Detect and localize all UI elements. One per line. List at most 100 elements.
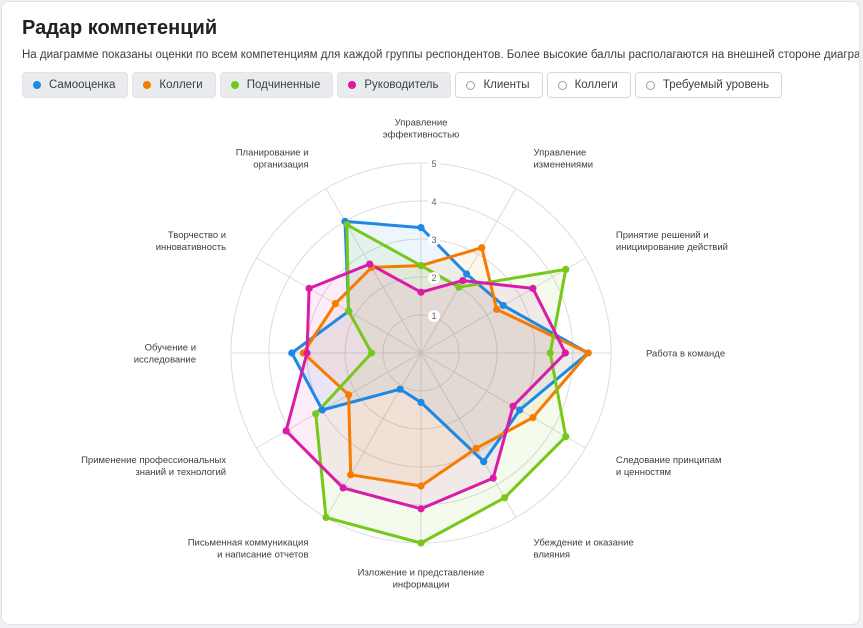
legend-label: Коллеги <box>159 79 203 91</box>
axis-label: Применение профессиональных знаний и техн… <box>81 455 226 478</box>
axis-label: Убеждение и оказание влияния <box>534 538 634 561</box>
legend-item-subordinates[interactable]: Подчиненные <box>219 72 334 98</box>
data-point <box>331 300 339 308</box>
axis-label: Принятие решений и инициирование действий <box>616 230 728 253</box>
data-point <box>347 471 355 479</box>
empty-circle-icon <box>645 80 655 90</box>
legend: Самооценка Коллеги Подчиненные Руководит… <box>22 72 783 98</box>
data-point <box>396 385 404 393</box>
data-point <box>312 410 320 418</box>
data-point <box>303 349 311 357</box>
legend-label: Клиенты <box>483 79 530 91</box>
data-point <box>318 406 326 414</box>
radar-axis-labels: Управление эффективностью Управление измене… <box>81 118 728 591</box>
series-dot-icon <box>230 81 239 89</box>
data-point <box>584 349 592 357</box>
legend-label: Самооценка <box>49 79 116 91</box>
chart-description: На диаграмме показаны оценки по всем ком… <box>22 49 860 61</box>
axis-label: Планирование и организация <box>236 148 309 171</box>
tick-label: 3 <box>431 235 436 245</box>
data-point <box>417 539 425 547</box>
legend-item-self[interactable]: Самооценка <box>22 72 129 98</box>
data-point <box>368 349 376 357</box>
legend-item-required-level[interactable]: Требуемый уровень <box>634 72 783 98</box>
axis-label: Письменная коммуникация и написание отчет… <box>188 538 309 561</box>
data-point <box>459 277 467 285</box>
data-point <box>288 349 296 357</box>
series-dot-icon <box>143 81 152 89</box>
data-point <box>546 349 554 357</box>
legend-label: Руководитель <box>364 79 439 91</box>
data-point <box>561 349 570 357</box>
data-point <box>529 284 537 292</box>
data-point <box>463 270 471 278</box>
axis-label: Управление изменениями <box>534 148 594 171</box>
axis-label: Творчество и инновативность <box>156 230 226 253</box>
data-point <box>345 307 353 315</box>
legend-label: Требуемый уровень <box>662 79 770 91</box>
axis-spoke <box>420 352 586 449</box>
legend-item-peers[interactable]: Коллеги <box>132 72 216 98</box>
data-point <box>472 444 480 452</box>
data-point <box>339 484 347 492</box>
axis-spoke <box>325 188 422 354</box>
data-point <box>562 433 570 441</box>
data-point <box>516 406 524 414</box>
tick-label-bg <box>428 196 440 208</box>
empty-circle-icon <box>466 80 476 90</box>
tick-label: 4 <box>431 197 436 207</box>
data-point <box>417 262 425 270</box>
tick-label: 5 <box>431 159 436 169</box>
axis-spoke <box>420 352 517 518</box>
data-point <box>493 305 501 313</box>
legend-label: Коллеги <box>574 79 618 91</box>
axis-label: Управление эффективностью <box>383 118 459 141</box>
radar-series-areas <box>286 221 589 543</box>
legend-label: Подчиненные <box>246 79 321 91</box>
data-point <box>417 224 425 232</box>
legend-item-clients[interactable]: Клиенты <box>455 72 543 98</box>
data-point <box>282 427 290 435</box>
data-point <box>509 402 517 410</box>
data-point <box>417 288 425 296</box>
data-point <box>499 301 507 310</box>
data-point <box>366 260 374 268</box>
data-point <box>480 458 488 466</box>
data-point <box>501 494 509 502</box>
data-point <box>489 474 497 482</box>
data-point <box>343 221 351 229</box>
radar-points <box>282 217 592 547</box>
axis-label: Обучение и исследование <box>134 343 196 366</box>
tick-label-bg <box>428 310 440 322</box>
tick-label-bg <box>428 158 440 170</box>
data-point <box>345 391 353 399</box>
series-area <box>303 247 589 486</box>
radar-tick-labels: 1 2 3 4 5 <box>428 158 440 322</box>
data-point <box>529 414 537 422</box>
empty-circle-icon <box>557 80 567 90</box>
data-point <box>417 505 425 513</box>
tick-label: 2 <box>431 273 436 283</box>
tick-label-bg <box>428 234 440 246</box>
series-area <box>291 221 589 462</box>
data-point <box>305 284 313 292</box>
data-point <box>562 265 570 273</box>
axis-spoke <box>256 257 422 354</box>
axis-spoke <box>420 188 517 354</box>
tick-label: 1 <box>431 311 436 321</box>
axis-label: Изложение и представление информации <box>358 568 485 591</box>
legend-item-manager[interactable]: Руководитель <box>337 72 452 98</box>
axis-label: Следование принципам и ценностям <box>616 455 722 478</box>
data-point <box>417 482 425 490</box>
data-point <box>478 244 486 252</box>
data-point <box>455 283 463 291</box>
axis-label: Работа в команде <box>646 349 725 360</box>
series-dot-icon <box>33 81 41 89</box>
tick-label-bg <box>428 272 440 284</box>
legend-item-colleagues[interactable]: Коллеги <box>546 72 631 98</box>
data-point <box>417 398 425 406</box>
series-dot-icon <box>348 81 357 89</box>
page-title: Радар компетенций <box>22 17 218 39</box>
data-point <box>322 513 330 522</box>
